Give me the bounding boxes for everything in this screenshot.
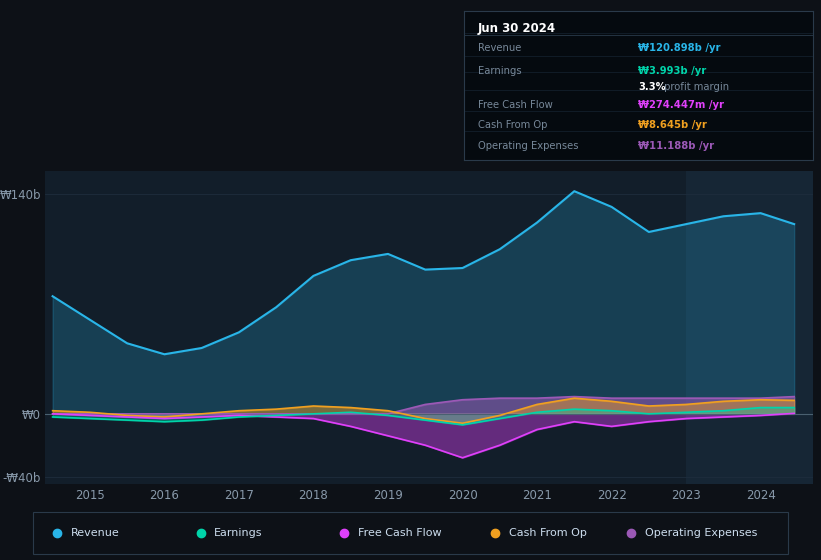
Text: Free Cash Flow: Free Cash Flow [358,529,441,538]
Text: Free Cash Flow: Free Cash Flow [478,100,553,110]
Text: Cash From Op: Cash From Op [478,120,548,130]
Text: profit margin: profit margin [661,82,729,92]
Text: ₩11.188b /yr: ₩11.188b /yr [639,141,714,151]
Bar [686,171,813,484]
Text: Revenue: Revenue [71,529,119,538]
Text: 3.3%: 3.3% [639,82,666,92]
Text: ₩8.645b /yr: ₩8.645b /yr [639,120,707,130]
Text: Operating Expenses: Operating Expenses [478,141,578,151]
Text: Earnings: Earnings [478,66,521,76]
Text: Jun 30 2024: Jun 30 2024 [478,22,556,35]
Text: Cash From Op: Cash From Op [509,529,586,538]
Text: Earnings: Earnings [214,529,263,538]
Text: ₩3.993b /yr: ₩3.993b /yr [639,66,707,76]
Text: ₩274.447m /yr: ₩274.447m /yr [639,100,724,110]
Text: Operating Expenses: Operating Expenses [644,529,757,538]
Text: ₩120.898b /yr: ₩120.898b /yr [639,43,721,53]
Text: Revenue: Revenue [478,43,521,53]
